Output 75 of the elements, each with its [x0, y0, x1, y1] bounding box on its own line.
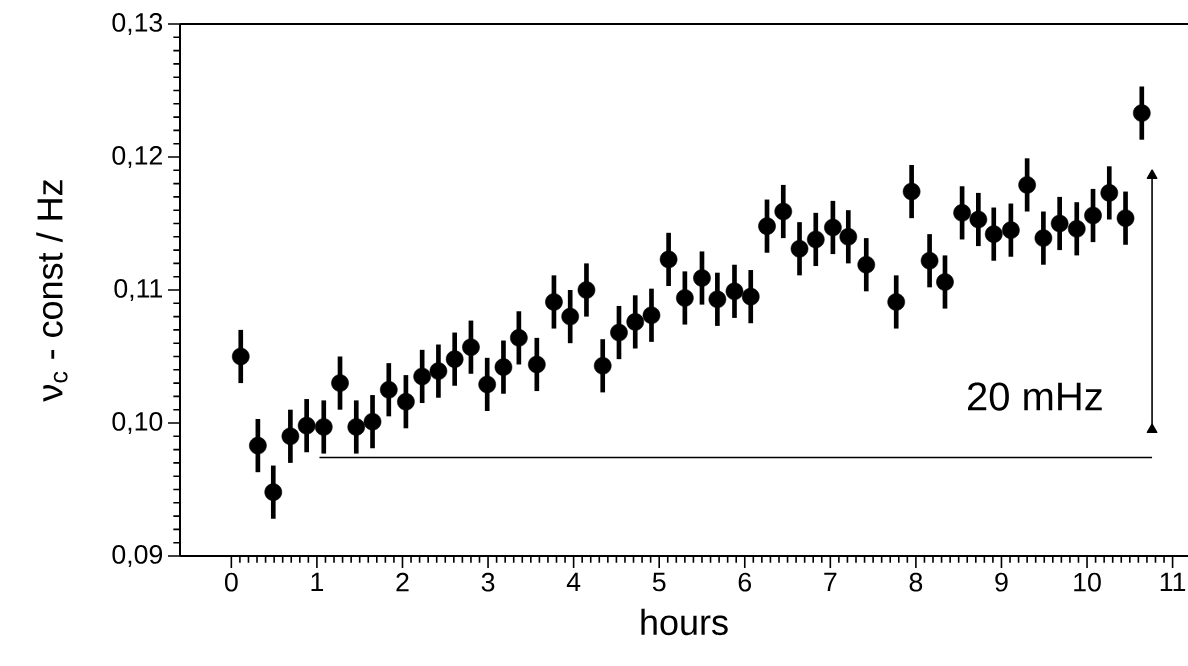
point [297, 416, 316, 435]
point [758, 217, 776, 235]
point [741, 287, 760, 306]
y-tick-label: 0,11 [114, 278, 162, 301]
point [593, 357, 612, 375]
point [429, 362, 448, 380]
point [1034, 229, 1053, 247]
point [642, 306, 661, 325]
point [510, 329, 528, 347]
y-tick-label: 0,12 [112, 145, 162, 168]
point [902, 182, 921, 201]
x-tick-label: 1 [311, 572, 324, 592]
point [839, 227, 858, 246]
point [314, 418, 333, 436]
point [494, 358, 513, 376]
point [725, 282, 744, 301]
point [659, 250, 678, 269]
point [774, 202, 793, 221]
point [1132, 104, 1151, 122]
point [413, 367, 431, 386]
point [1116, 209, 1135, 227]
x-tick-label: 8 [909, 572, 923, 592]
x-axis-title: hours [641, 608, 728, 636]
point [331, 374, 349, 392]
x-tick-label: 0 [224, 572, 238, 592]
x-tick-label: 11 [1160, 572, 1186, 592]
y-tick-label: 0,09 [112, 544, 163, 567]
point [969, 210, 988, 229]
point [984, 225, 1003, 243]
point [693, 269, 711, 287]
point [857, 255, 876, 274]
x-tick-label: 5 [652, 572, 666, 592]
point [936, 273, 954, 291]
point [561, 307, 579, 326]
point [577, 281, 596, 299]
annotation: 20 mHz [967, 382, 1102, 411]
point [545, 293, 563, 311]
point [528, 355, 546, 374]
x-tick-label: 4 [566, 572, 581, 592]
x-tick-label: 9 [995, 572, 1008, 592]
x-tick-label: 2 [396, 572, 409, 592]
point [445, 350, 464, 368]
point [462, 338, 480, 356]
y-tick-label: 0,10 [112, 411, 163, 434]
point [790, 239, 809, 258]
point [1100, 184, 1119, 202]
point [264, 483, 283, 501]
x-tick-label: 10 [1074, 572, 1101, 592]
point [397, 392, 415, 411]
point [610, 323, 628, 342]
point [1002, 221, 1020, 239]
point [626, 313, 645, 331]
y-tick-label: 0,13 [112, 12, 163, 35]
point [920, 251, 939, 270]
x-tick-label: 3 [481, 572, 495, 592]
point [824, 218, 842, 237]
point [676, 289, 694, 307]
x-tick-label: 7 [824, 572, 837, 592]
point [478, 375, 496, 394]
point [1018, 176, 1036, 194]
point [887, 293, 906, 311]
point [953, 204, 971, 222]
point [1067, 220, 1086, 238]
x-tick-label: 6 [738, 572, 751, 592]
point [281, 427, 300, 446]
y-axis-title: ν$_{c}$ - const / Hz [36, 180, 68, 402]
point [231, 347, 250, 366]
point [1084, 206, 1102, 225]
point [806, 230, 825, 249]
point [347, 418, 366, 436]
point [708, 290, 727, 309]
point [249, 436, 267, 455]
point [363, 412, 382, 431]
point [1050, 214, 1069, 233]
point [379, 380, 398, 399]
